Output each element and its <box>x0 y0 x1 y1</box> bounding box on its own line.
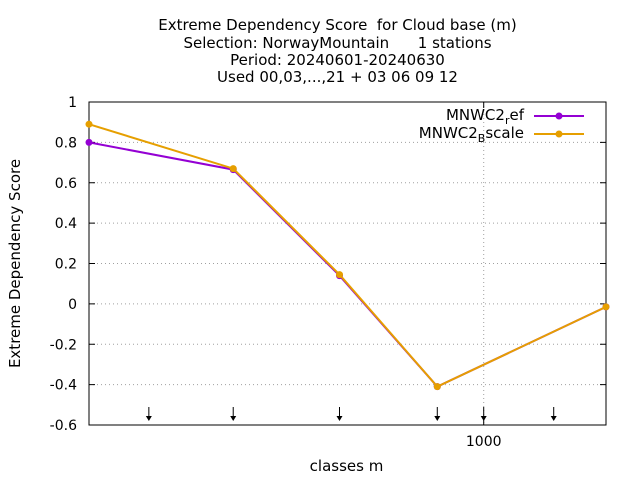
arrow-marker <box>336 407 343 421</box>
arrow-head <box>550 416 557 421</box>
y-tick-label: 0.2 <box>55 257 77 273</box>
arrow-marker <box>230 407 237 421</box>
legend-marker <box>555 112 563 120</box>
arrow-head <box>145 416 152 421</box>
series-line <box>88 141 607 388</box>
data-point <box>433 383 441 391</box>
legend-label: MNWC2ref <box>446 106 525 127</box>
arrow-marker <box>550 407 557 421</box>
y-tick-label: -0.6 <box>50 418 77 434</box>
data-point <box>335 271 343 279</box>
y-tick-label: 0.8 <box>55 135 77 151</box>
series-2 <box>85 120 610 391</box>
data-point <box>85 138 93 146</box>
series-lines <box>85 120 610 391</box>
chart-title-line-1: Extreme Dependency Score for Cloud base … <box>158 16 517 34</box>
legend-label: MNWC2Bscale <box>419 124 524 145</box>
y-axis-label: Extreme Dependency Score <box>6 159 24 368</box>
y-tick-label: 0.4 <box>55 216 77 232</box>
arrow-head <box>230 416 237 421</box>
y-tick-label: 0 <box>68 297 77 313</box>
x-axis-label: classes m <box>310 457 384 475</box>
chart-title-line-2: Selection: NorwayMountain 1 stations <box>183 34 492 52</box>
arrow-head <box>434 416 441 421</box>
arrow-markers <box>145 407 557 421</box>
grid-lines <box>89 102 606 425</box>
x-tick-label: 1000 <box>466 434 502 450</box>
data-point <box>229 165 237 173</box>
legend-marker <box>555 130 563 138</box>
y-axis-ticks: 1 0.8 0.6 0.4 0.2 0 -0.2 -0.4 -0.6 <box>50 95 606 434</box>
y-tick-label: 1 <box>68 95 77 111</box>
chart-title-line-4: Used 00,03,...,21 + 03 06 09 12 <box>217 68 458 86</box>
arrow-marker <box>480 407 487 421</box>
data-point <box>85 120 93 128</box>
data-point <box>602 303 610 311</box>
y-tick-label: -0.2 <box>50 337 77 353</box>
y-tick-label: -0.4 <box>50 378 77 394</box>
arrow-head <box>336 416 343 421</box>
y-tick-label: 0.6 <box>55 176 77 192</box>
chart-title-line-3: Period: 20240601-20240630 <box>230 51 445 69</box>
arrow-head <box>480 416 487 421</box>
series-line <box>88 123 607 388</box>
arrow-marker <box>145 407 152 421</box>
series-1 <box>85 138 610 391</box>
arrow-marker <box>434 407 441 421</box>
plot-frame <box>88 101 607 426</box>
